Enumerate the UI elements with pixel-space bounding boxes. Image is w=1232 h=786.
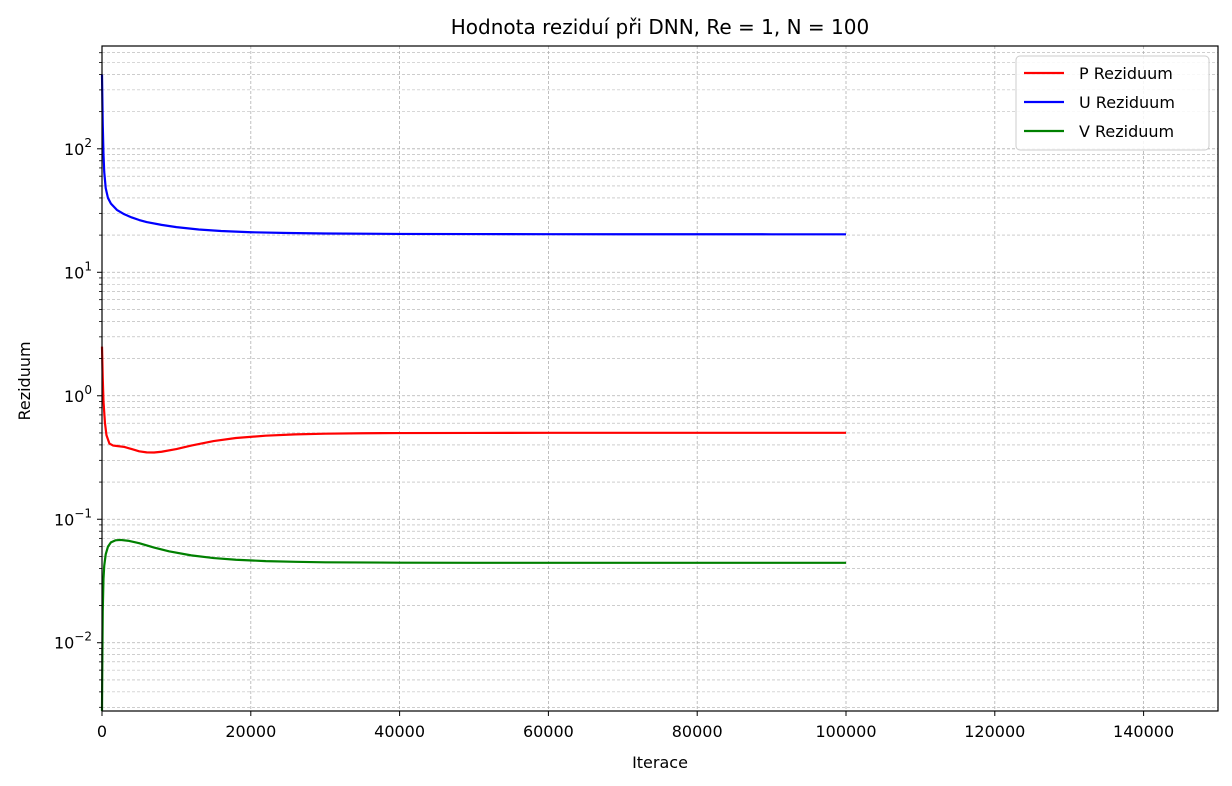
x-tick-label: 0 [97, 722, 107, 741]
x-tick-label: 140000 [1113, 722, 1174, 741]
grid [101, 46, 1218, 711]
legend-label: U Reziduum [1079, 93, 1175, 112]
plot-frame [101, 45, 1219, 712]
x-tick-label: 120000 [964, 722, 1025, 741]
y-tick-label: 10−2 [54, 630, 92, 653]
series-line-v-reziduum [100, 538, 846, 712]
y-tick-label: 102 [64, 136, 92, 159]
y-tick-label: 100 [64, 383, 92, 406]
y-axis-label: Reziduum [15, 341, 34, 420]
axis-ticks: 0 20000 40000 60000 80000 100000 120000 140000 1… [54, 52, 1174, 741]
series-lines [100, 74, 847, 712]
legend: P Reziduum U Reziduum V Reziduum [1015, 55, 1210, 151]
series-line-p-reziduum [100, 346, 846, 454]
legend-label: V Reziduum [1079, 122, 1174, 141]
legend-box [1015, 55, 1210, 151]
series-line-u-reziduum [100, 74, 847, 236]
x-axis-label: Iterace [632, 753, 688, 772]
x-tick-label: 80000 [672, 722, 723, 741]
x-tick-label: 60000 [523, 722, 574, 741]
x-tick-label: 40000 [374, 722, 425, 741]
legend-label: P Reziduum [1079, 64, 1173, 83]
x-tick-label: 100000 [815, 722, 876, 741]
chart-title: Hodnota reziduí při DNN, Re = 1, N = 100 [451, 15, 869, 39]
x-tick-label: 20000 [225, 722, 276, 741]
y-tick-label: 10−1 [54, 506, 92, 529]
y-tick-label: 101 [64, 259, 92, 282]
